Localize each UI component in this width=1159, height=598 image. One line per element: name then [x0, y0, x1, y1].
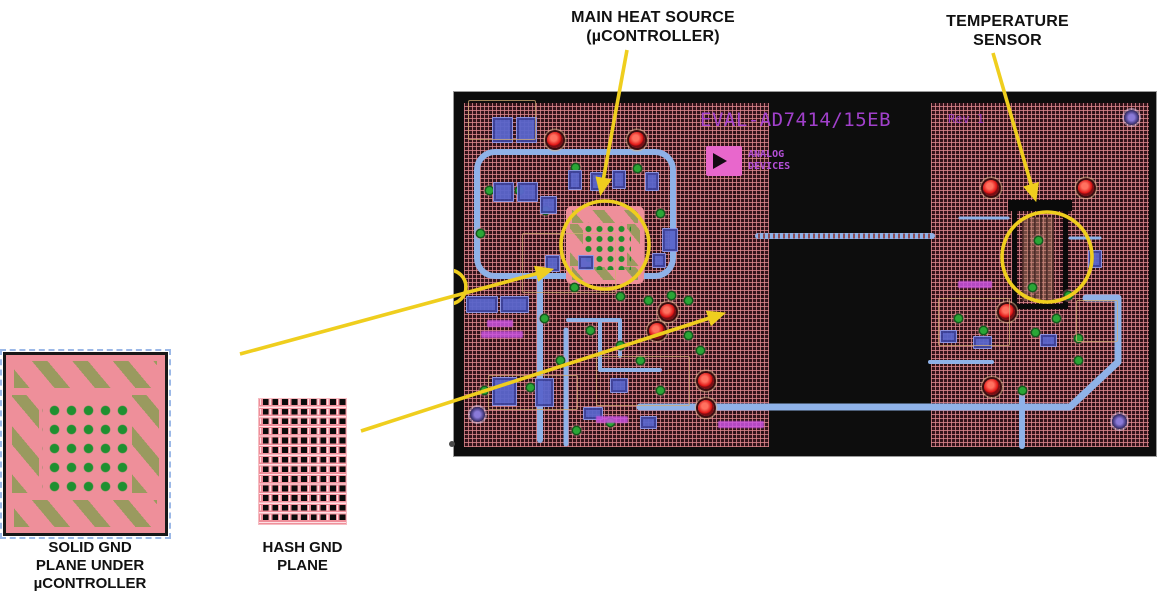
hash-gnd-plane-label: HASH GND PLANE — [240, 539, 365, 575]
inset-pad-col-left — [12, 395, 39, 493]
temperature-sensor-label: TEMPERATURE SENSOR — [920, 12, 1095, 50]
bga-via-grid — [581, 222, 631, 270]
sensor-footprint-bar — [1008, 200, 1072, 211]
solid-gnd-plane-inset — [0, 349, 171, 539]
main-heat-source-label-line1: MAIN HEAT SOURCE — [571, 9, 735, 26]
solid-gnd-label-line1: SOLID GND — [48, 539, 132, 556]
ucontroller-solid-gnd-plane — [566, 206, 644, 284]
temperature-sensor-label-line2: SENSOR — [973, 32, 1042, 49]
main-heat-source-label-line2: (µCONTROLLER) — [586, 28, 720, 45]
solid-gnd-label-line3: µCONTROLLER — [33, 575, 147, 592]
hash-gnd-label-line1: HASH GND — [262, 539, 343, 556]
solid-gnd-label-line2: PLANE UNDER — [35, 557, 145, 574]
hash-gnd-plane-inset — [259, 399, 346, 524]
analog-devices-logo-icon — [706, 146, 742, 176]
hash-gnd-label-line2: PLANE — [277, 557, 328, 574]
analog-devices-logo-text: ANALOG DEVICES — [748, 149, 790, 173]
board-rev-silkscreen: Rev 1 — [948, 112, 985, 126]
solid-gnd-plane-label: SOLID GND PLANE UNDER µCONTROLLER — [10, 539, 170, 593]
board-corner-handle — [449, 441, 455, 447]
temperature-sensor-label-line1: TEMPERATURE — [946, 13, 1069, 30]
inset-pad-col-right — [132, 395, 159, 493]
board-title-silkscreen: EVAL-AD7414/15EB — [700, 109, 892, 131]
inset-pad-row-bottom — [14, 500, 157, 527]
main-heat-source-label: MAIN HEAT SOURCE (µCONTROLLER) — [538, 8, 768, 46]
inset-pad-row-top — [14, 361, 157, 388]
logo-text-line1: ANALOG — [748, 149, 785, 160]
logo-text-line2: DEVICES — [748, 161, 791, 172]
inset-via-grid — [42, 397, 132, 495]
temperature-sensor-chip — [1022, 217, 1054, 301]
